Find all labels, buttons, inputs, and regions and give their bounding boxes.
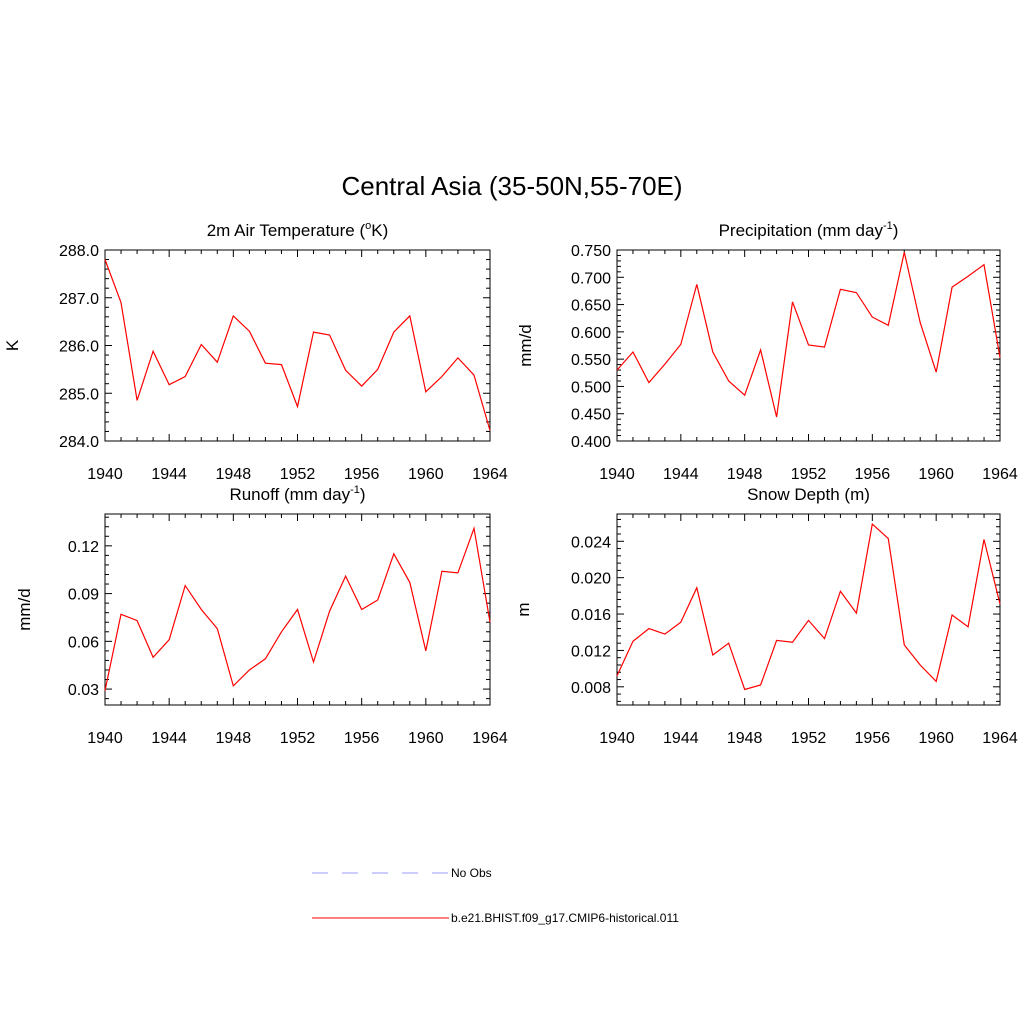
panel-title: Precipitation (mm day-1) — [719, 220, 899, 240]
panel-title: Runoff (mm day-1) — [229, 484, 365, 504]
panel-title-suffix: K) — [371, 221, 388, 240]
y-tick-label: 0.020 — [571, 571, 611, 588]
figure-title: Central Asia (35-50N,55-70E) — [341, 171, 682, 201]
y-tick-label: 284.0 — [59, 434, 99, 451]
legend-label-1: No Obs — [451, 866, 492, 880]
legend-label-2: b.e21.BHIST.f09_g17.CMIP6-historical.011 — [451, 911, 679, 925]
y-tick-label: 0.450 — [571, 407, 611, 424]
y-tick-label: 0.03 — [68, 682, 99, 699]
plot-frame — [104, 249, 491, 442]
x-tick-label: 1964 — [472, 466, 508, 483]
x-tick-label: 1940 — [599, 466, 635, 483]
x-tick-label: 1940 — [87, 466, 123, 483]
y-tick-label: 0.016 — [571, 607, 611, 624]
y-tick-label: 0.700 — [571, 270, 611, 287]
series-line-1 — [616, 252, 1001, 418]
panel-title-suffix: ) — [893, 221, 899, 240]
x-tick-label: 1948 — [727, 466, 763, 483]
y-axis-label: mm/d — [15, 588, 34, 631]
y-axis-label: m — [514, 602, 533, 616]
x-tick-label: 1956 — [344, 730, 380, 747]
series-line-1 — [616, 522, 1001, 691]
chart-panel-1: 1940 1944 1948 1952 1956 1960 1964 284.0 285.0 28… — [3, 220, 508, 483]
x-tick-label: 1940 — [599, 730, 635, 747]
x-tick-label: 1960 — [918, 730, 954, 747]
x-tick-label: 1960 — [408, 730, 444, 747]
chart-panel-3: 1940 1944 1948 1952 1956 1960 1964 0.03 0.06 0.09… — [15, 484, 508, 747]
y-tick-label: 0.400 — [571, 434, 611, 451]
y-axis-label: mm/d — [516, 324, 535, 367]
x-tick-label: 1964 — [472, 730, 508, 747]
x-tick-label: 1944 — [151, 730, 187, 747]
y-tick-label: 0.650 — [571, 298, 611, 315]
x-tick-label: 1964 — [982, 466, 1018, 483]
panel-title: Snow Depth (m) — [747, 485, 870, 504]
x-tick-label: 1956 — [855, 730, 891, 747]
panel-title-suffix: ) — [360, 485, 366, 504]
x-tick-label: 1960 — [918, 466, 954, 483]
panel-title-main: Precipitation (mm day — [719, 221, 884, 240]
x-tick-label: 1952 — [280, 730, 316, 747]
x-tick-label: 1952 — [791, 730, 827, 747]
y-tick-label: 0.024 — [571, 534, 611, 551]
x-tick-label: 1964 — [982, 730, 1018, 747]
y-tick-label: 286.0 — [59, 339, 99, 356]
x-tick-label: 1944 — [151, 466, 187, 483]
panel-title-main: Runoff (mm day — [229, 485, 350, 504]
legend: No Obs b.e21.BHIST.f09_g17.CMIP6-historic… — [312, 866, 679, 925]
y-tick-label: 0.500 — [571, 379, 611, 396]
x-tick-label: 1960 — [408, 466, 444, 483]
y-tick-label: 285.0 — [59, 386, 99, 403]
plot-frame — [616, 513, 1001, 706]
y-tick-label: 287.0 — [59, 291, 99, 308]
panel-title-main: 2m Air Temperature ( — [207, 221, 366, 240]
series-line-1 — [104, 259, 491, 431]
panel-title-superscript: -1 — [350, 484, 360, 496]
y-axis-label: K — [3, 339, 22, 351]
x-tick-label: 1948 — [216, 730, 252, 747]
y-tick-label: 288.0 — [59, 243, 99, 260]
x-tick-label: 1952 — [280, 466, 316, 483]
x-tick-label: 1944 — [663, 730, 699, 747]
chart-panel-2: 1940 1944 1948 1952 1956 1960 1964 0.400 0.450 0.… — [516, 220, 1018, 483]
y-tick-label: 0.750 — [571, 243, 611, 260]
x-tick-label: 1948 — [216, 466, 252, 483]
series-line-1 — [104, 525, 491, 691]
panel-title-superscript: -1 — [883, 220, 893, 232]
y-tick-label: 0.09 — [68, 587, 99, 604]
y-tick-label: 0.012 — [571, 643, 611, 660]
x-tick-label: 1956 — [344, 466, 380, 483]
x-tick-label: 1944 — [663, 466, 699, 483]
y-tick-label: 0.06 — [68, 634, 99, 651]
panel-title-main: Snow Depth (m) — [747, 485, 870, 504]
x-tick-label: 1948 — [727, 730, 763, 747]
x-tick-label: 1956 — [855, 466, 891, 483]
panel-title: 2m Air Temperature (oK) — [207, 220, 389, 240]
y-tick-label: 0.600 — [571, 325, 611, 342]
chart-panel-4: 1940 1944 1948 1952 1956 1960 1964 0.008 0.012 0.… — [514, 485, 1018, 747]
y-tick-label: 0.550 — [571, 352, 611, 369]
x-tick-label: 1952 — [791, 466, 827, 483]
x-tick-label: 1940 — [87, 730, 123, 747]
y-tick-label: 0.12 — [68, 539, 99, 556]
panels: 1940 1944 1948 1952 1956 1960 1964 284.0 285.0 28… — [3, 220, 1018, 747]
panel-title-superscript: o — [365, 220, 371, 232]
y-tick-label: 0.008 — [571, 680, 611, 697]
